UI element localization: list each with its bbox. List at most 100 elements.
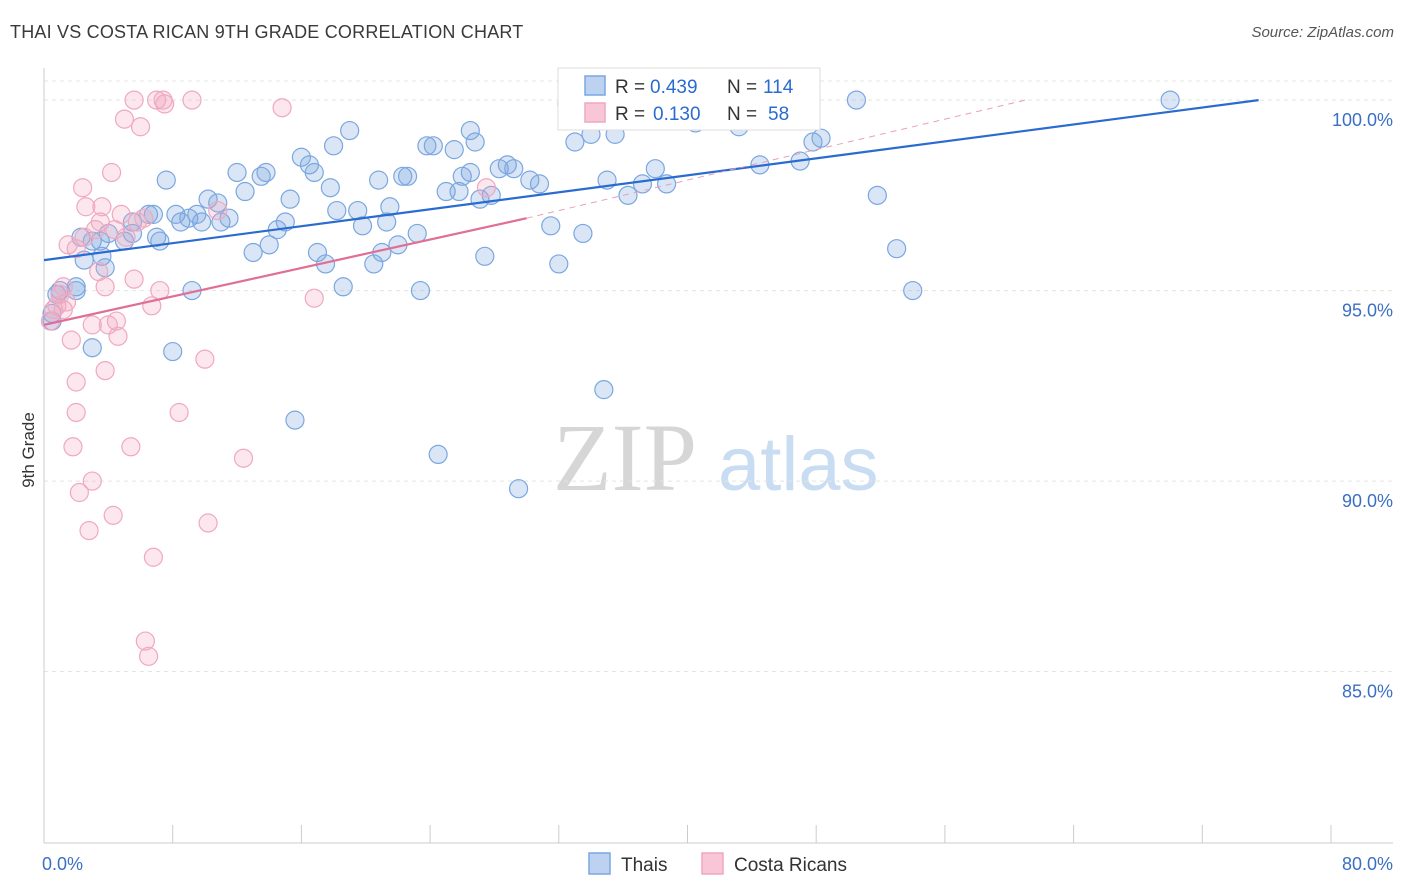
point-1-22 — [95, 277, 115, 297]
point-1-30 — [111, 204, 131, 224]
point-1-25 — [101, 162, 122, 183]
point-1-57 — [66, 239, 86, 259]
point-0-3 — [82, 338, 102, 358]
legend-n-value-1: 114 — [763, 77, 794, 98]
point-0-36 — [291, 147, 311, 167]
point-1-53 — [272, 98, 292, 118]
point-0-78 — [565, 132, 585, 152]
chart-source: Source: ZipAtlas.com — [1251, 24, 1394, 41]
legend-r-label-1: R = — [615, 77, 645, 98]
point-1-37 — [130, 117, 151, 137]
point-0-48 — [369, 170, 389, 190]
point-1-21 — [92, 197, 112, 217]
point-0-51 — [377, 212, 397, 232]
bottom-legend-label-costa-ricans: Costa Ricans — [734, 855, 847, 876]
legend-r-label-2: R = — [615, 104, 645, 125]
point-0-34 — [280, 189, 300, 209]
point-1-7 — [61, 330, 81, 350]
point-1-55 — [476, 178, 497, 198]
tick-labels: 85.0% 90.0% 95.0% 100.0% 0.0% 80.0% — [42, 110, 1393, 874]
point-0-47 — [364, 254, 384, 274]
bottom-legend-swatch-thais — [588, 852, 611, 875]
x-tick-label-0: 0.0% — [42, 854, 83, 874]
legend-n-label-1: N = — [727, 77, 757, 98]
point-0-38 — [304, 162, 324, 183]
legend-swatch-costa-ricans — [584, 102, 606, 123]
point-1-34 — [124, 269, 144, 289]
legend-r-value-1: 0.439 — [650, 77, 698, 98]
point-1-42 — [143, 547, 163, 567]
point-0-76 — [549, 254, 569, 274]
point-0-72 — [508, 479, 529, 499]
point-0-39 — [307, 242, 328, 263]
point-0-109 — [211, 212, 231, 232]
y-tick-label-90: 90.0% — [1342, 491, 1393, 511]
point-0-33 — [275, 212, 295, 232]
axes — [43, 68, 1393, 844]
data-points — [40, 90, 1180, 666]
bottom-legend-swatch-costa-ricans — [701, 852, 724, 875]
trend-line-0 — [43, 99, 1259, 262]
point-1-47 — [169, 402, 189, 423]
bottom-legend: Thais Costa Ricans — [588, 852, 847, 876]
point-1-40 — [138, 646, 159, 666]
point-0-85 — [618, 185, 638, 205]
point-1-46 — [155, 94, 175, 114]
point-0-62 — [449, 181, 469, 202]
point-1-39 — [135, 631, 155, 651]
point-1-17 — [82, 315, 102, 335]
point-0-104 — [1160, 90, 1180, 110]
legend-n-label-2: N = — [727, 104, 757, 125]
point-1-10 — [66, 402, 86, 423]
point-0-87 — [632, 174, 653, 194]
point-1-35 — [124, 90, 144, 110]
point-0-79 — [573, 223, 593, 244]
point-0-111 — [187, 204, 207, 224]
point-0-53 — [393, 166, 413, 186]
point-0-64 — [460, 120, 480, 141]
point-0-31 — [259, 235, 279, 255]
watermark-zip: ZIP — [553, 404, 697, 511]
point-0-42 — [327, 200, 347, 221]
point-0-13 — [143, 204, 163, 224]
point-1-54 — [304, 288, 324, 308]
point-0-15 — [150, 231, 170, 251]
point-0-56 — [410, 280, 431, 301]
grid-lines — [44, 80, 1393, 673]
x-tick-label-80: 80.0% — [1342, 854, 1393, 874]
point-1-16 — [82, 471, 102, 491]
point-0-24 — [208, 193, 228, 213]
point-1-33 — [121, 437, 141, 457]
point-0-101 — [867, 185, 887, 205]
point-0-100 — [846, 90, 867, 110]
series-thais — [42, 90, 1180, 499]
legend-swatch-thais — [584, 75, 606, 96]
point-0-65 — [465, 132, 485, 152]
point-0-58 — [423, 136, 443, 156]
point-1-15 — [79, 520, 99, 541]
point-0-75 — [541, 216, 561, 236]
point-0-82 — [594, 380, 614, 400]
point-0-41 — [320, 178, 340, 198]
point-1-31 — [114, 109, 135, 129]
point-0-50 — [380, 197, 400, 217]
chart-title: THAI VS COSTA RICAN 9TH GRADE CORRELATIO… — [10, 22, 524, 42]
point-0-57 — [417, 136, 437, 156]
point-0-74 — [529, 174, 550, 194]
point-1-9 — [66, 372, 86, 392]
point-1-26 — [103, 505, 123, 525]
point-1-50 — [198, 513, 218, 533]
stats-legend: R = 0.439 N = 114 R = 0.130 N = 58 — [557, 67, 821, 131]
bottom-legend-label-thais: Thais — [621, 855, 667, 876]
point-1-28 — [106, 311, 126, 331]
y-tick-label-95: 95.0% — [1342, 301, 1393, 321]
point-0-71 — [504, 159, 524, 179]
y-tick-label-85: 85.0% — [1342, 682, 1393, 702]
point-1-8 — [63, 437, 83, 457]
point-1-14 — [76, 197, 96, 217]
point-0-55 — [407, 223, 427, 244]
trend-line-1 — [43, 217, 527, 326]
point-1-52 — [233, 448, 254, 468]
point-0-99 — [811, 128, 831, 148]
point-1-12 — [73, 178, 93, 198]
